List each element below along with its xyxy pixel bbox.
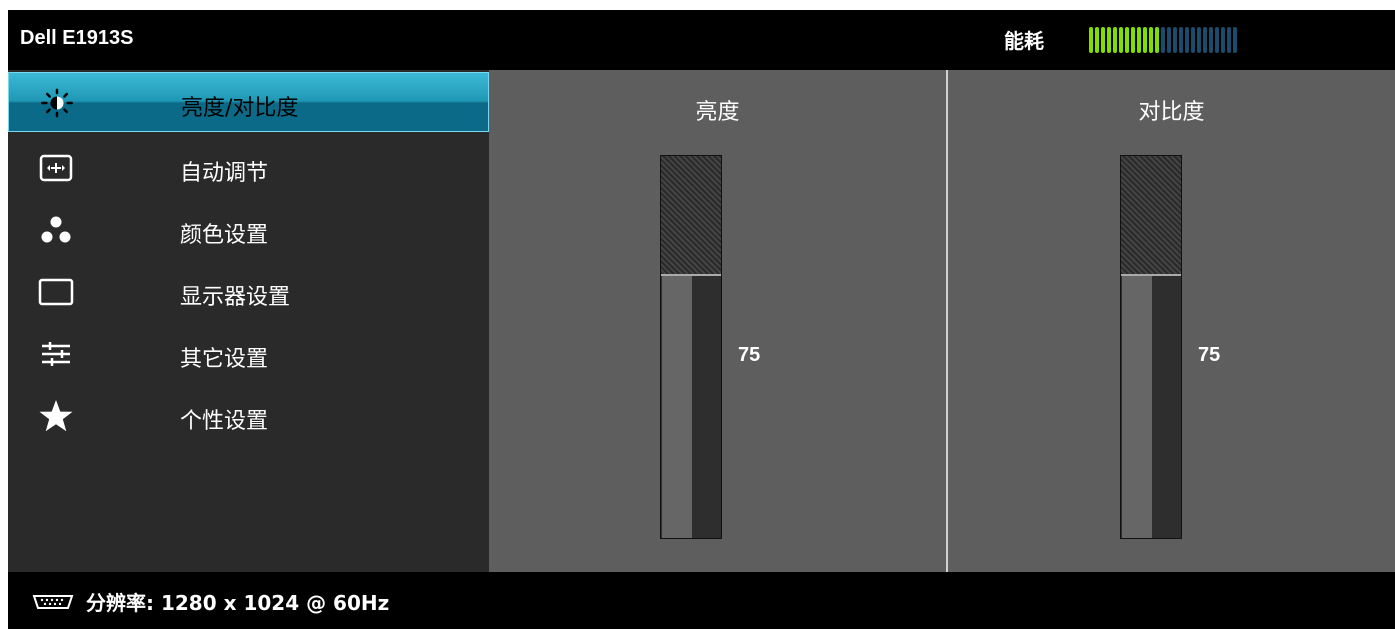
brightness-slider[interactable] [660, 155, 722, 539]
contrast-slider[interactable] [1120, 155, 1182, 539]
menu-item-label: 显示器设置 [180, 285, 291, 310]
power-segment [1191, 27, 1195, 53]
sliders-icon [38, 336, 74, 372]
menu-item-color-settings[interactable]: 颜色设置 [8, 200, 489, 260]
osd-footer: 分辨率: 1280 x 1024 @ 60Hz [8, 572, 1395, 629]
display-icon [38, 274, 74, 310]
contrast-value: 75 [1198, 344, 1221, 366]
menu-item-label: 颜色设置 [180, 223, 269, 248]
power-segment [1221, 27, 1225, 53]
brightness-icon [39, 85, 75, 121]
slider-track-filled [661, 274, 721, 538]
contrast-panel: 对比度 75 [948, 70, 1395, 572]
slider-track-empty [661, 156, 721, 274]
menu-item-auto-adjust[interactable]: 自动调节 [8, 138, 489, 198]
power-segment [1137, 27, 1141, 53]
menu-item-label: 自动调节 [180, 161, 269, 186]
power-segment [1107, 27, 1111, 53]
slider-track-empty [1121, 156, 1181, 274]
power-segment [1089, 27, 1093, 53]
slider-track-filled [1121, 274, 1181, 538]
power-segment [1203, 27, 1207, 53]
power-segment [1185, 27, 1189, 53]
power-segment [1131, 27, 1135, 53]
brightness-title: 亮度 [695, 100, 740, 125]
osd-menu: 亮度/对比度 自动调节 颜色 [8, 70, 489, 572]
menu-item-label: 个性设置 [180, 409, 269, 434]
power-segment [1095, 27, 1099, 53]
power-segment [1173, 27, 1177, 53]
menu-item-other-settings[interactable]: 其它设置 [8, 324, 489, 384]
brightness-panel: 亮度 75 [489, 70, 946, 572]
power-segment [1143, 27, 1147, 53]
monitor-model-title: Dell E1913S [20, 27, 134, 49]
menu-item-personalize[interactable]: 个性设置 [8, 386, 489, 446]
power-segment [1233, 27, 1237, 53]
power-segment [1101, 27, 1105, 53]
power-segment [1119, 27, 1123, 53]
menu-item-brightness-contrast[interactable]: 亮度/对比度 [8, 72, 489, 132]
menu-item-display-settings[interactable]: 显示器设置 [8, 262, 489, 322]
power-segment [1227, 27, 1231, 53]
power-segment [1167, 27, 1171, 53]
input-connector-icon [30, 594, 76, 614]
contrast-title: 对比度 [1138, 100, 1205, 125]
power-segment [1197, 27, 1201, 53]
power-segment [1125, 27, 1129, 53]
menu-item-label: 亮度/对比度 [181, 96, 299, 121]
power-consumption-label: 能耗 [1004, 29, 1044, 53]
osd-header: Dell E1913S 能耗 [8, 10, 1395, 70]
power-consumption-meter [1089, 27, 1237, 53]
power-segment [1215, 27, 1219, 53]
monitor-osd: Dell E1913S 能耗 [8, 10, 1395, 629]
auto-adjust-icon [38, 150, 74, 186]
power-segment [1179, 27, 1183, 53]
brightness-value: 75 [738, 344, 761, 366]
panel-divider [946, 70, 948, 572]
power-segment [1209, 27, 1213, 53]
star-icon [38, 398, 74, 434]
resolution-status: 分辨率: 1280 x 1024 @ 60Hz [86, 591, 390, 615]
power-segment [1155, 27, 1159, 53]
power-segment [1113, 27, 1117, 53]
power-segment [1161, 27, 1165, 53]
color-dots-icon [38, 212, 74, 248]
power-segment [1149, 27, 1153, 53]
menu-item-label: 其它设置 [180, 347, 269, 372]
